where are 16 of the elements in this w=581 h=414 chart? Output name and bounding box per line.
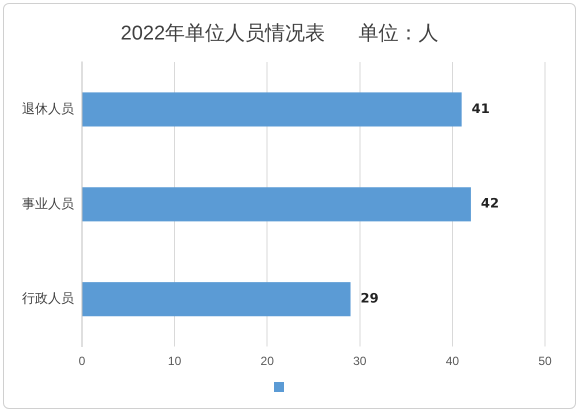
- x-tick-label: 50: [538, 354, 552, 368]
- bar: [82, 187, 471, 222]
- bar: [82, 92, 462, 127]
- x-tick-label: 10: [168, 354, 182, 368]
- x-tick-label: 40: [446, 354, 460, 368]
- data-label: 29: [360, 292, 379, 307]
- y-tick-label: 事业人员: [22, 196, 74, 211]
- y-tick-label: 退休人员: [22, 101, 74, 116]
- bar: [82, 282, 351, 316]
- data-label: 42: [480, 196, 500, 212]
- x-tick-label: 30: [353, 354, 367, 368]
- chart-title: 2022年单位人员情况表 单位：人: [120, 22, 438, 45]
- data-label: 41: [472, 102, 490, 117]
- x-tick-label: 20: [260, 354, 274, 368]
- x-tick-label: 0: [78, 354, 86, 368]
- y-tick-label: 行政人员: [22, 290, 74, 306]
